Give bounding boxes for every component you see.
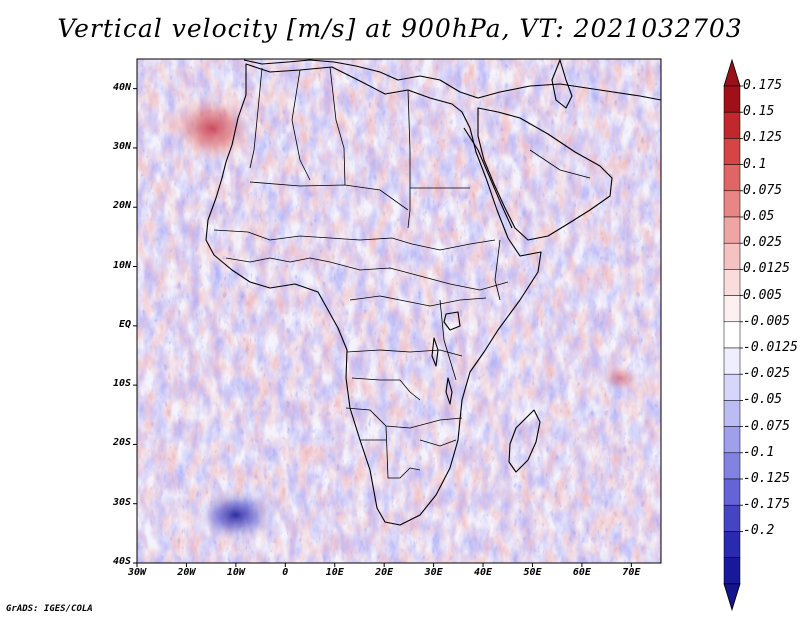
velocity-field — [137, 59, 661, 563]
lon-tick-label: 60E — [572, 567, 591, 578]
colorbar-segment — [723, 85, 741, 113]
colorbar-segment — [723, 138, 741, 165]
lon-tick-label: 20E — [375, 567, 394, 578]
colorbar-label: -0.175 — [743, 497, 790, 513]
lat-tick-label: 30N — [112, 140, 131, 152]
caspian-sea — [551, 59, 573, 109]
lat-tick-label: 30S — [112, 496, 131, 508]
colorbar-segment — [723, 242, 741, 270]
lon-tick-label: 50E — [523, 567, 542, 578]
figure-title: Vertical velocity [m/s] at 900hPa, VT: 2… — [57, 14, 743, 43]
colorbar-label: -0.075 — [743, 418, 790, 434]
colorbar-label: 0.05 — [743, 209, 775, 224]
lat-tick-label: EQ — [118, 318, 131, 330]
colorbar-segment — [723, 531, 741, 558]
lat-tick-label: 40N — [112, 81, 131, 93]
lat-tick-label: 10S — [112, 378, 131, 390]
colorbar-segment — [723, 426, 741, 454]
colorbar-label: -0.0125 — [743, 340, 798, 355]
colorbar-segment — [723, 111, 741, 139]
colorbar-label: 0.175 — [743, 78, 783, 93]
lon-tick-label: 30W — [127, 567, 147, 578]
colorbar-label: -0.005 — [743, 313, 790, 329]
red-sea — [463, 127, 513, 229]
map-frame — [136, 58, 662, 564]
colorbar-segment — [723, 295, 741, 323]
colorbar-label: 0.075 — [743, 182, 783, 198]
colorbar — [723, 58, 743, 612]
lon-tick-label: 40E — [474, 567, 493, 578]
colorbar-segment — [723, 347, 741, 375]
colorbar-label: 0.1 — [743, 156, 767, 172]
coastlines — [205, 59, 661, 526]
colorbar-label: -0.2 — [743, 523, 775, 539]
colorbar-label: 0.15 — [743, 104, 775, 120]
colorbar-segment — [723, 373, 741, 401]
europe-coastline — [243, 59, 661, 101]
colorbar-bottom-arrow — [723, 583, 741, 612]
lat-tick-label: 20N — [112, 200, 131, 212]
lat-tick-label: 40S — [112, 556, 131, 567]
africa-coastline — [205, 63, 542, 526]
lon-tick-label: 0 — [282, 567, 289, 578]
colorbar-label: -0.125 — [743, 471, 790, 486]
colorbar-label: -0.025 — [743, 366, 790, 382]
lon-tick-label: 30E — [424, 567, 443, 578]
colorbar-segment — [723, 321, 741, 349]
colorbar-segment — [723, 216, 741, 244]
colorbar-segment — [723, 452, 741, 480]
lake-tanganyika — [431, 337, 439, 367]
colorbar-segment — [723, 478, 741, 506]
colorbar-segment — [723, 400, 741, 427]
colorbar-segment — [723, 557, 741, 585]
colorbar-top-arrow — [723, 58, 741, 87]
credit-text: GrADS: IGES/COLA — [6, 604, 93, 614]
lake-malawi — [445, 377, 453, 405]
lon-tick-label: 10W — [226, 567, 245, 578]
colorbar-label: 0.0125 — [743, 261, 790, 277]
lon-tick-label: 10E — [325, 567, 344, 578]
colorbar-label: -0.05 — [743, 392, 783, 408]
colorbar-label: 0.125 — [743, 130, 783, 146]
colorbar-label: -0.1 — [743, 444, 775, 460]
lake-victoria — [443, 311, 461, 331]
colorbar-segment — [723, 504, 741, 532]
madagascar-coastline — [508, 409, 541, 473]
country-borders — [213, 66, 591, 479]
colorbar-label: 0.005 — [743, 287, 783, 303]
lon-tick-label: 20W — [177, 567, 196, 578]
arabia-coastline — [477, 107, 613, 241]
colorbar-segment — [723, 190, 741, 218]
lat-tick-label: 10N — [112, 259, 131, 271]
colorbar-label: 0.025 — [743, 235, 783, 251]
lon-tick-label: 70E — [622, 567, 641, 578]
colorbar-segment — [723, 269, 741, 296]
colorbar-segment — [723, 164, 741, 192]
lat-tick-label: 20S — [112, 437, 131, 449]
